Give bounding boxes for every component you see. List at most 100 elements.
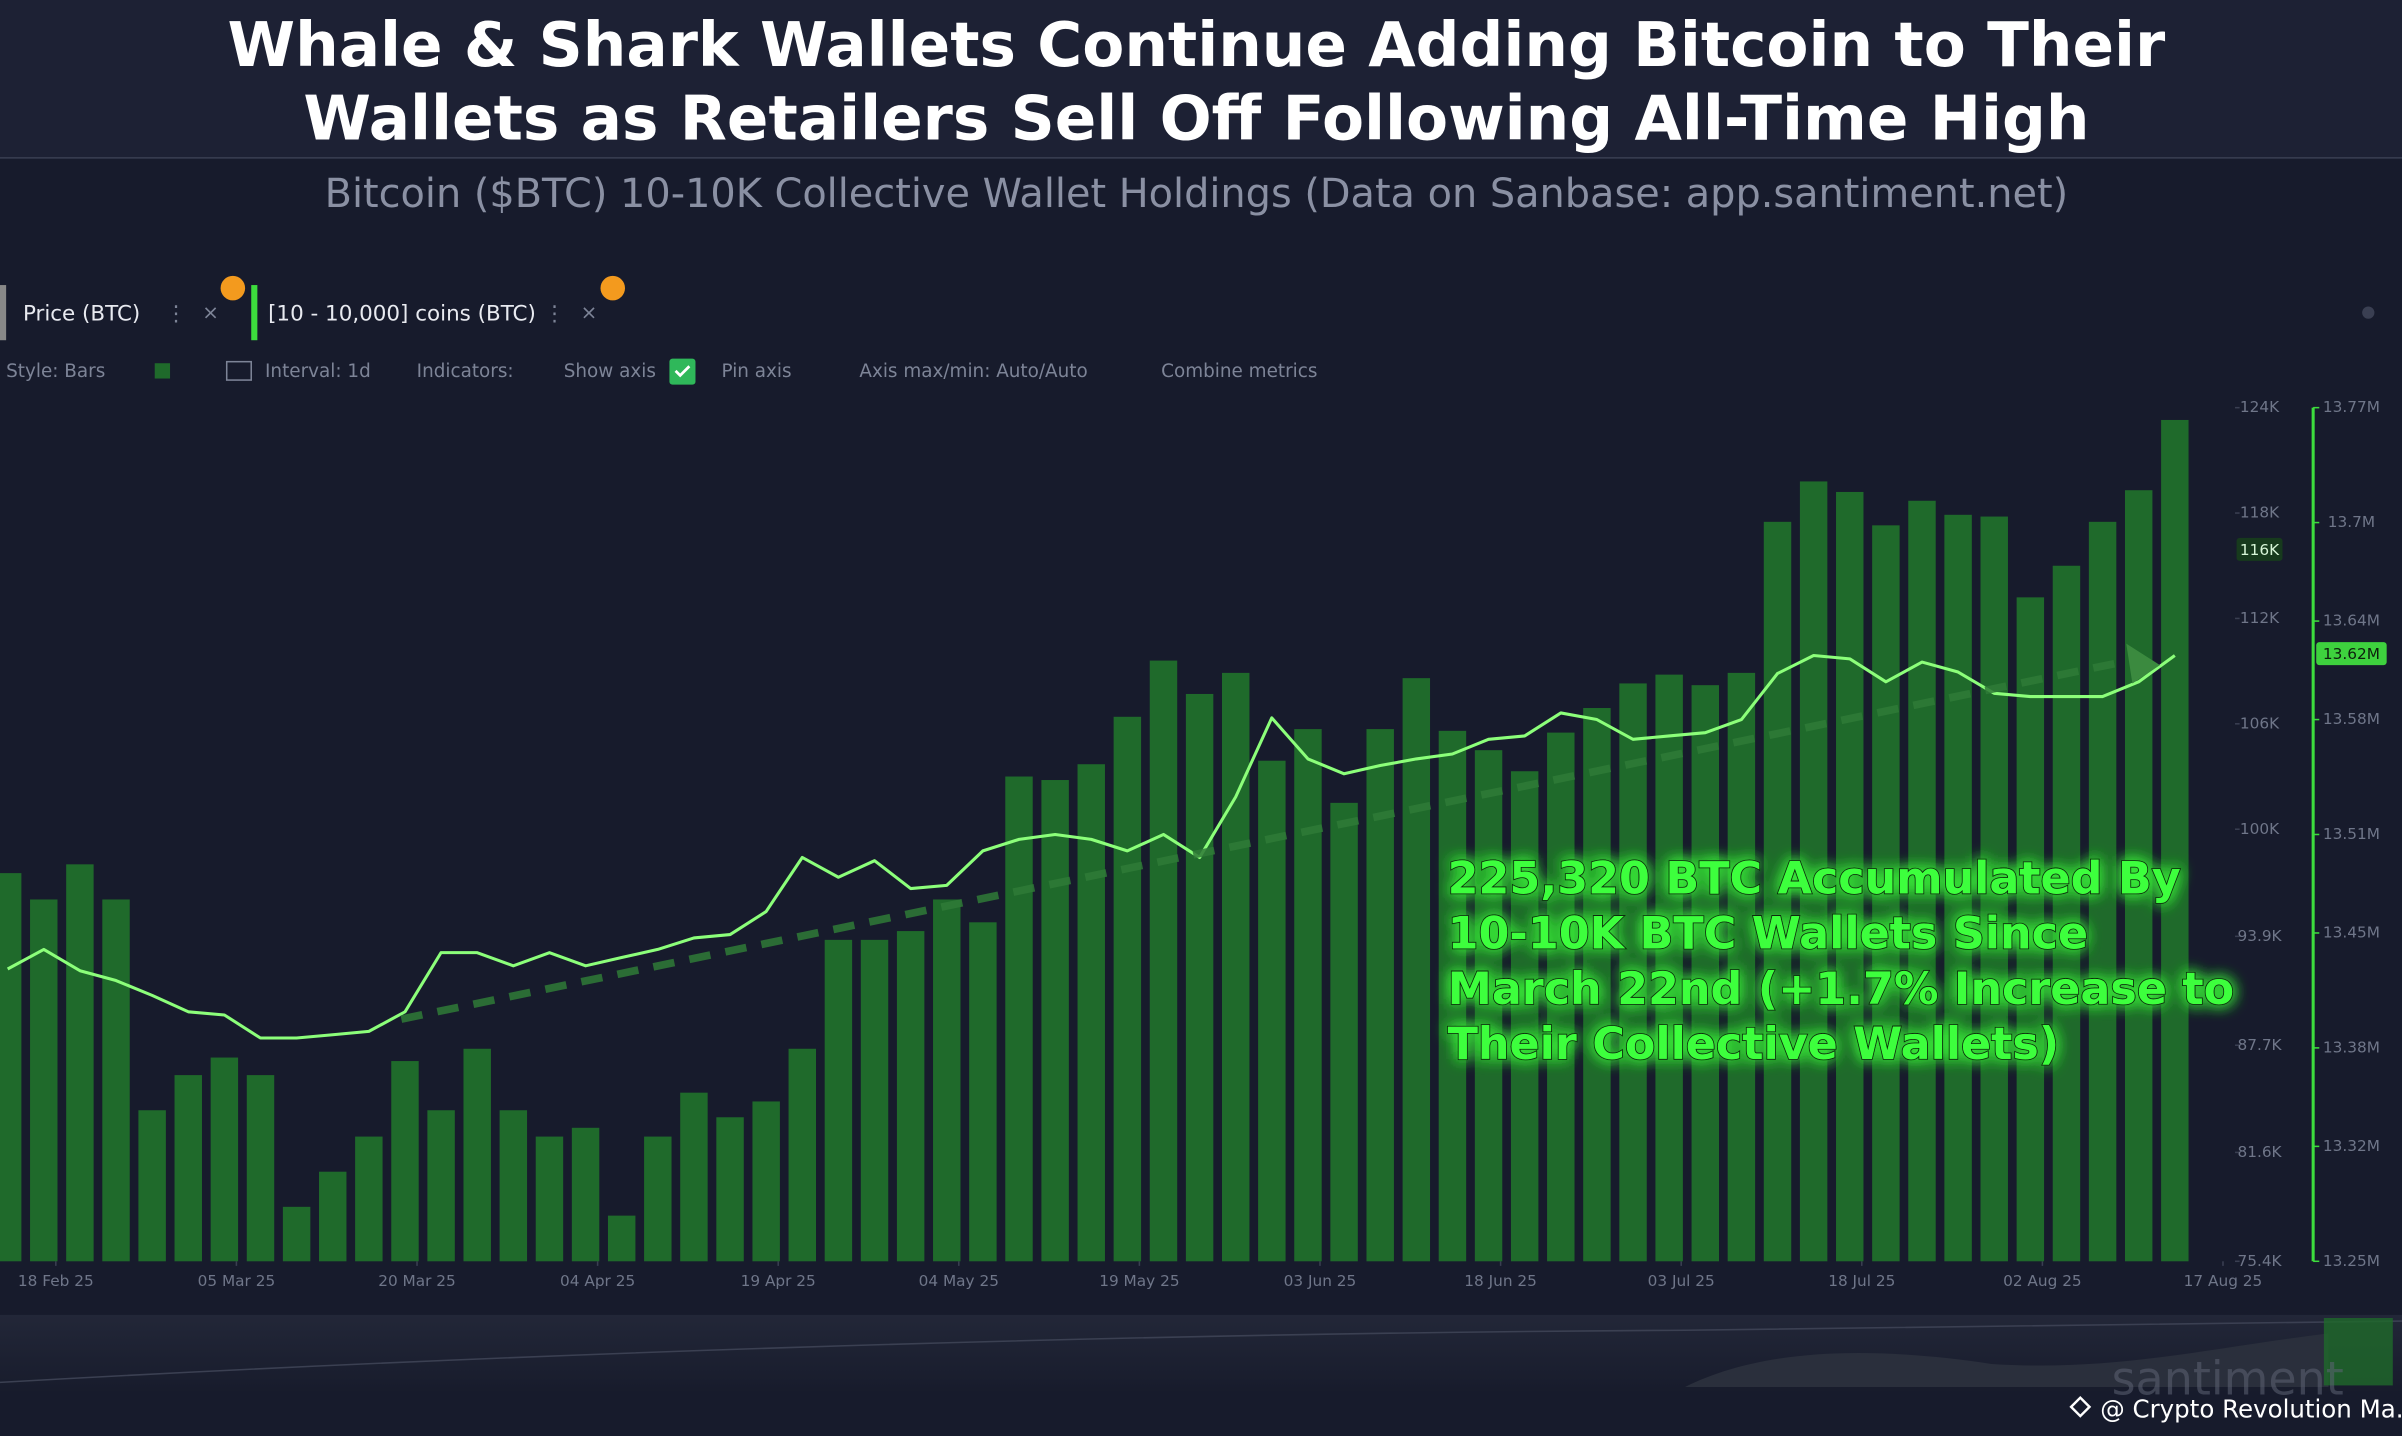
y-tick-label: 93.9K	[2237, 927, 2282, 945]
bar	[1763, 521, 1792, 1262]
line	[6, 653, 2176, 1040]
toolbar-axis-minmax[interactable]: Axis max/min: Auto/Auto	[859, 361, 1087, 382]
bar	[896, 931, 925, 1262]
header-bg	[0, 0, 2402, 158]
toolbar-pin-axis[interactable]: Pin axis	[722, 361, 792, 382]
bar	[1727, 672, 1756, 1262]
bar	[463, 1048, 491, 1262]
y2-tick-label: 13.58M	[2323, 710, 2380, 728]
legend-entry[interactable]: Price (BTC)	[23, 301, 140, 326]
bar	[571, 1127, 600, 1262]
toolbar-indicators[interactable]: Indicators:	[417, 361, 514, 382]
bar	[1005, 776, 1033, 1262]
btc-badge	[220, 275, 246, 301]
bar	[2016, 597, 2045, 1262]
annotation-line: March 22nd (+1.7% Increase to	[1448, 964, 2235, 1015]
toolbar-show-axis[interactable]: Show axis	[564, 361, 656, 382]
tab-marker	[251, 285, 258, 341]
checkmark	[674, 365, 691, 378]
y2-tick-label: 13.32M	[2323, 1137, 2380, 1155]
x-tick-label: 19 Apr 25	[741, 1272, 816, 1290]
y2-tick-label: 13.64M	[2323, 612, 2380, 630]
current-holdings-badge	[2316, 642, 2387, 666]
toolbar-style[interactable]: Style: Bars	[6, 361, 105, 382]
bar	[2161, 419, 2189, 1262]
x-tick-label: 03 Jul 25	[1648, 1272, 1715, 1290]
bar	[319, 1171, 347, 1262]
bar	[1944, 514, 1972, 1262]
bar	[66, 864, 94, 1262]
legend-entry[interactable]: [10 - 10,000] coins (BTC)	[268, 301, 536, 326]
toolbar-interval[interactable]: Interval: 1d	[265, 361, 371, 382]
credit-icon	[2069, 1395, 2092, 1418]
x-tick-label: 05 Mar 25	[198, 1272, 276, 1290]
bar	[535, 1136, 564, 1262]
x-tick-label: 04 May 25	[919, 1272, 999, 1290]
bar	[1836, 491, 1864, 1262]
annotation-line: 225,320 BTC Accumulated By	[1448, 853, 2181, 904]
x-tick-label: 20 Mar 25	[378, 1272, 456, 1290]
bar	[1077, 764, 1105, 1262]
x-tick-label: 03 Jun 25	[1284, 1272, 1357, 1290]
navigator-line	[0, 1320, 2402, 1384]
tab-close[interactable]: ×	[581, 301, 598, 324]
bar	[1113, 716, 1142, 1262]
bar	[1221, 672, 1250, 1262]
bar	[1366, 729, 1394, 1262]
settings-dot[interactable]	[2362, 306, 2375, 319]
y-tick-label: 75.4K	[2237, 1252, 2282, 1270]
y2-tick-label: 13.38M	[2323, 1038, 2380, 1056]
bar	[969, 922, 997, 1262]
y-tick-label: 118K	[2240, 504, 2280, 522]
y-tick-label: 100K	[2240, 820, 2280, 838]
bar	[1330, 802, 1358, 1262]
title-line: Whale & Shark Wallets Continue Adding Bi…	[228, 10, 2166, 81]
watermark: santiment	[2112, 1352, 2344, 1406]
y-tick-label: 87.7K	[2237, 1036, 2282, 1054]
bar	[1402, 678, 1431, 1262]
current-price: 116K	[2240, 541, 2280, 559]
bar	[499, 1110, 528, 1262]
title-line: Wallets as Retailers Sell Off Following …	[303, 83, 2089, 154]
toolbar-combine[interactable]: Combine metrics	[1161, 361, 1317, 382]
bar	[1691, 685, 1719, 1262]
x-tick-label: 18 Feb 25	[18, 1272, 94, 1290]
bar	[282, 1206, 311, 1262]
bar	[138, 1110, 166, 1262]
plot-area: 75.4K 81.6K 87.7K 93.9K 100K 106K 112K 118K 124K…	[0, 398, 2380, 1290]
bar	[1980, 516, 2008, 1262]
x-tick-label: 17 Aug 25	[2184, 1272, 2263, 1290]
bar	[174, 1075, 202, 1262]
bar	[1799, 481, 1828, 1262]
trend-arrowhead	[2126, 643, 2160, 684]
bar	[933, 899, 961, 1262]
x-tick-label: 04 Apr 25	[560, 1272, 635, 1290]
bar	[1547, 732, 1575, 1262]
x-tick-label: 19 May 25	[1099, 1272, 1179, 1290]
navigator-window[interactable]	[2323, 1317, 2393, 1386]
bar	[1041, 780, 1069, 1262]
bar	[355, 1136, 383, 1262]
bar	[1258, 760, 1286, 1262]
navigator-area	[1685, 1333, 2329, 1387]
bar	[1438, 730, 1467, 1262]
bar	[210, 1057, 239, 1262]
y-tick-label: 106K	[2240, 714, 2280, 732]
annotation-line: 10-10K BTC Wallets Since	[1448, 909, 2088, 960]
bar	[1185, 693, 1214, 1262]
y2-tick-label: 13.77M	[2323, 398, 2380, 416]
btc-badge	[600, 275, 626, 301]
bar	[1510, 771, 1539, 1262]
bar	[1655, 674, 1683, 1262]
bar	[391, 1061, 419, 1262]
tab-close[interactable]: ×	[202, 301, 219, 324]
tab-menu[interactable]: ⋮	[165, 301, 186, 326]
tab-menu[interactable]: ⋮	[544, 301, 565, 326]
bar	[1149, 660, 1178, 1262]
annotation-line: Their Collective Wallets)	[1448, 1019, 2060, 1070]
bar	[2052, 565, 2081, 1262]
color-swatch[interactable]	[154, 363, 171, 379]
y-tick-label: 81.6K	[2237, 1143, 2282, 1161]
